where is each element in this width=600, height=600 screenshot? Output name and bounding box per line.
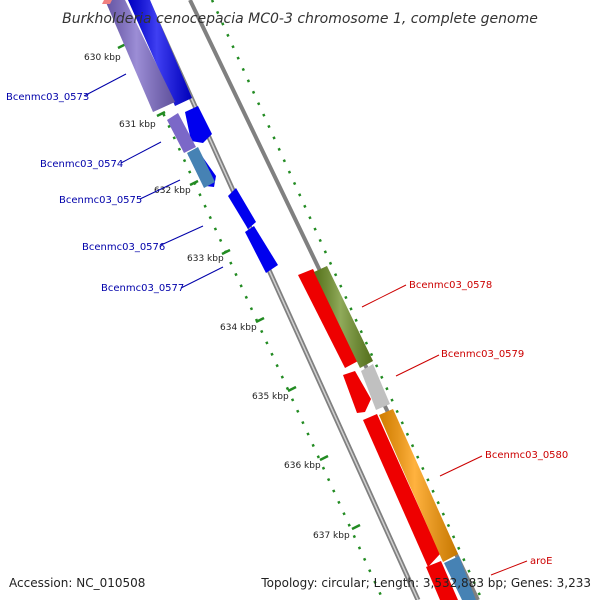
leader-lines-right	[361, 284, 528, 576]
gene-labels-left: Bcenmc03_0573 Bcenmc03_0574 Bcenmc03_057…	[6, 92, 184, 294]
label-bcenmc03-0580[interactable]: Bcenmc03_0580	[485, 450, 568, 461]
cog-genes-left	[102, 0, 215, 188]
kbp-label-632: 632 kbp	[154, 186, 191, 196]
genome-summary-text: Topology: circular; Length: 3,532,883 bp…	[260, 576, 591, 590]
kbp-label-635: 635 kbp	[252, 392, 289, 402]
gene-aroE-cog[interactable]	[444, 556, 476, 600]
cog-genes-right	[314, 266, 476, 600]
kbp-label-630: 630 kbp	[84, 53, 121, 63]
top-edge-pink	[102, 0, 112, 4]
label-bcenmc03-0578[interactable]: Bcenmc03_0578	[409, 280, 492, 291]
gene-0573-cog-shade	[105, 0, 175, 112]
label-bcenmc03-0573[interactable]: Bcenmc03_0573	[6, 92, 89, 103]
gene-0580-cog-shade	[379, 409, 458, 562]
tick-track-outer	[210, 0, 484, 600]
gene-0578-reverse[interactable]	[298, 269, 360, 368]
label-bcenmc03-0574[interactable]: Bcenmc03_0574	[40, 159, 123, 170]
gene-0574-cog[interactable]	[167, 113, 196, 153]
gene-0574-forward[interactable]	[185, 106, 212, 143]
label-bcenmc03-0577[interactable]: Bcenmc03_0577	[101, 283, 184, 294]
kbp-ticks	[117, 42, 361, 531]
gene-0576-forward[interactable]	[228, 188, 256, 229]
kbp-labels: 630 kbp 631 kbp 632 kbp 633 kbp 634 kbp …	[84, 53, 350, 541]
leader-lines-left	[83, 73, 224, 289]
reverse-strand-genes	[298, 269, 458, 600]
gene-labels-right: Bcenmc03_0578 Bcenmc03_0579 Bcenmc03_058…	[409, 280, 568, 567]
kbp-label-631: 631 kbp	[119, 120, 156, 130]
kbp-label-633: 633 kbp	[187, 254, 224, 264]
label-aroe[interactable]: aroE	[530, 556, 552, 567]
gene-0579-reverse[interactable]	[343, 371, 371, 413]
gene-0580-reverse[interactable]	[363, 414, 440, 567]
kbp-label-636: 636 kbp	[284, 461, 321, 471]
label-bcenmc03-0576[interactable]: Bcenmc03_0576	[82, 242, 165, 253]
gene-0579-cog[interactable]	[361, 364, 390, 410]
gene-aroE-reverse[interactable]	[426, 561, 458, 600]
label-bcenmc03-0575[interactable]: Bcenmc03_0575	[59, 195, 142, 206]
gene-0573-forward-shade	[128, 0, 192, 106]
gene-0577-forward[interactable]	[245, 226, 278, 273]
gene-0578-cog-shade	[314, 266, 373, 368]
accession-text: Accession: NC_010508	[9, 576, 145, 590]
kbp-label-637: 637 kbp	[313, 531, 350, 541]
backbone-inner	[146, 0, 419, 600]
map-title: Burkholderia cenocepacia MC0-3 chromosom…	[62, 11, 538, 27]
kbp-label-634: 634 kbp	[220, 323, 257, 333]
gene-0575-cog[interactable]	[187, 147, 215, 188]
label-bcenmc03-0579[interactable]: Bcenmc03_0579	[441, 349, 524, 360]
